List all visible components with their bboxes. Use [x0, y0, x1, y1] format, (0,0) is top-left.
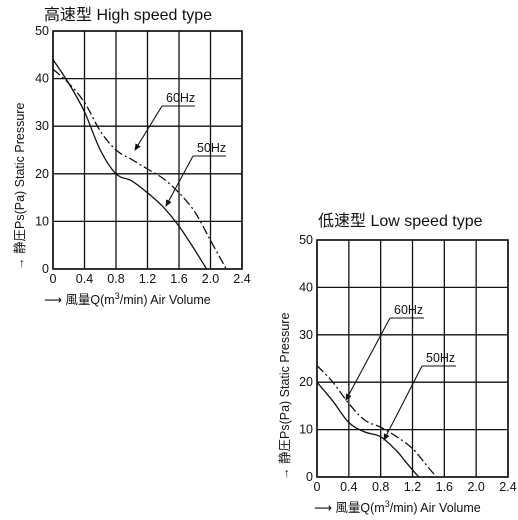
y-tick-label: 30: [35, 119, 49, 133]
x-axis-sup: 3: [115, 291, 120, 301]
x-tick-label: 2.0: [202, 272, 219, 286]
x-tick-label: 0.4: [340, 480, 357, 494]
y-tick-label: 0: [42, 262, 49, 276]
x-axis-text-end: /min) Air Volume: [120, 293, 211, 307]
chart-title: 低速型 Low speed type: [318, 212, 483, 230]
y-axis-arrow: →: [13, 254, 27, 270]
y-tick-label: 40: [299, 280, 313, 294]
plot-frame: [52, 30, 243, 270]
x-axis-label: ⟶ 風量Q(m3/min) Air Volume: [314, 499, 481, 515]
y-tick-label: 10: [35, 214, 49, 228]
x-axis-text-end: /min) Air Volume: [390, 501, 481, 515]
series-line-50hz: [316, 381, 420, 478]
leader-arrow-60hz: [134, 105, 163, 151]
grid: [316, 239, 509, 478]
x-axis-arrow: ⟶: [314, 501, 335, 515]
x-tick-label: 1.6: [436, 480, 453, 494]
x-tick-label: 1.2: [139, 272, 156, 286]
x-tick-label: 0: [314, 480, 321, 494]
x-tick-label: 1.2: [404, 480, 421, 494]
legend-label-50hz: 50Hz: [197, 141, 226, 155]
x-axis-title: ⟶ 風量Q(m3/min) Air Volume: [314, 499, 481, 515]
leader-arrow-50hz: [165, 155, 194, 207]
x-tick-label: 2.4: [499, 480, 516, 494]
x-tick-label: 0.8: [372, 480, 389, 494]
y-tick-label: 20: [299, 375, 313, 389]
legend-label-60hz: 60Hz: [394, 303, 423, 317]
series-line-60hz: [52, 68, 227, 270]
x-tick-label: 2.4: [233, 272, 250, 286]
tick-labels: 0 0.4 0.8 1.2 1.6 2.0 2.4 0 10 20 30 40 50: [299, 233, 517, 494]
y-axis-title: → 静圧Ps(Pa) Static Pressure: [13, 103, 27, 270]
y-tick-label: 50: [299, 233, 313, 247]
y-tick-label: 50: [35, 24, 49, 38]
grid: [52, 30, 243, 270]
x-axis-text: 風量Q(m: [65, 293, 114, 307]
y-axis-arrow: →: [278, 464, 292, 480]
x-axis-arrow: ⟶: [44, 293, 65, 307]
x-tick-label: 0: [50, 272, 57, 286]
chart-title: 高速型 High speed type: [44, 6, 212, 24]
x-axis-title: ⟶ 風量Q(m3/min) Air Volume: [44, 291, 211, 307]
chart-high-speed: 高速型 High speed type 0 0.4 0.8 1.2 1.6 2.0 2.40…: [13, 6, 251, 307]
y-axis-label: → 静圧Ps(Pa) Static Pressure: [13, 103, 27, 270]
y-axis-text: 静圧Ps(Pa) Static Pressure: [13, 103, 27, 254]
legend-label-60hz: 60Hz: [166, 91, 195, 105]
series-lines: [52, 59, 227, 270]
x-tick-label: 0.8: [107, 272, 124, 286]
y-tick-label: 0: [306, 470, 313, 484]
x-axis-label: ⟶ 風量Q(m3/min) Air Volume: [44, 291, 211, 307]
leader-arrow-60hz: [345, 317, 391, 401]
x-tick-label: 0.4: [76, 272, 93, 286]
series-line-60hz: [316, 365, 437, 478]
x-axis-sup: 3: [385, 499, 390, 509]
x-tick-label: 1.6: [170, 272, 187, 286]
y-tick-label: 40: [35, 72, 49, 86]
chart-low-speed: 低速型 Low speed type 0 0.4 0.8 1.2 1.6 2.0 2.4 0 1…: [278, 212, 517, 515]
y-axis-label: → 静圧Ps(Pa) Static Pressure: [278, 313, 292, 480]
plot-frame: [316, 239, 509, 478]
x-axis-text: 風量Q(m: [335, 501, 384, 515]
x-tick-label: 2.0: [467, 480, 484, 494]
y-tick-label: 20: [35, 167, 49, 181]
y-tick-label: 30: [299, 328, 313, 342]
leader-arrow-50hz: [383, 365, 423, 441]
tick-labels: 0 0.4 0.8 1.2 1.6 2.0 2.4 0 10 20 30 40 50: [35, 24, 251, 286]
y-tick-label: 10: [299, 423, 313, 437]
series-lines: [316, 365, 437, 478]
series-line-50hz: [52, 59, 208, 270]
y-axis-text: 静圧Ps(Pa) Static Pressure: [278, 313, 292, 464]
y-axis-title: → 静圧Ps(Pa) Static Pressure: [278, 313, 292, 480]
legend-label-50hz: 50Hz: [426, 351, 455, 365]
